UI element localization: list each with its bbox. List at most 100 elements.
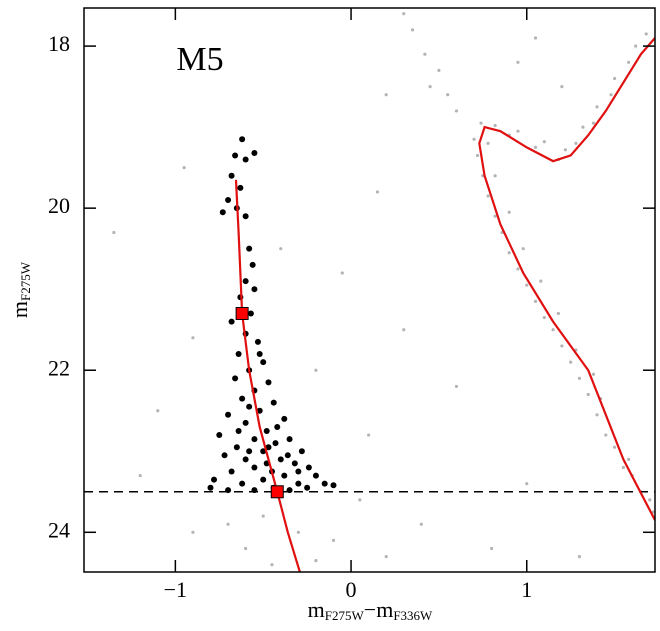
point bbox=[232, 152, 239, 159]
square-marker bbox=[235, 307, 249, 320]
point bbox=[423, 52, 427, 56]
point bbox=[612, 76, 617, 81]
point bbox=[295, 468, 302, 475]
x-tick-label: −1 bbox=[164, 577, 187, 602]
point bbox=[242, 419, 249, 426]
point bbox=[634, 44, 638, 48]
point bbox=[569, 360, 573, 364]
point bbox=[577, 555, 582, 559]
point bbox=[265, 444, 272, 451]
point bbox=[242, 278, 249, 285]
plot-frame bbox=[83, 7, 656, 573]
point bbox=[228, 468, 235, 475]
point bbox=[516, 267, 520, 271]
y-label-part: m bbox=[7, 301, 32, 318]
point bbox=[384, 93, 388, 97]
point bbox=[574, 141, 578, 145]
point bbox=[595, 413, 599, 417]
point bbox=[281, 415, 288, 422]
point bbox=[291, 460, 298, 467]
point bbox=[251, 436, 258, 443]
x-tick-label: 0 bbox=[346, 577, 357, 602]
point bbox=[551, 328, 555, 332]
point bbox=[244, 546, 248, 551]
x-label-part: −m bbox=[364, 597, 394, 622]
point bbox=[560, 85, 564, 89]
point bbox=[595, 105, 599, 109]
point bbox=[228, 318, 235, 325]
point bbox=[281, 472, 288, 479]
point bbox=[542, 315, 546, 320]
point bbox=[239, 480, 246, 487]
point bbox=[516, 129, 520, 133]
point bbox=[228, 172, 235, 179]
point bbox=[296, 530, 300, 534]
point bbox=[521, 247, 525, 251]
point bbox=[270, 399, 277, 406]
point bbox=[298, 448, 305, 455]
point bbox=[402, 328, 406, 332]
point bbox=[507, 210, 511, 214]
point bbox=[627, 60, 631, 64]
point bbox=[225, 411, 232, 418]
point bbox=[651, 510, 655, 514]
point bbox=[539, 279, 543, 283]
point bbox=[475, 153, 480, 158]
point bbox=[454, 384, 459, 389]
point bbox=[533, 36, 538, 40]
point bbox=[542, 140, 546, 144]
fit-curve bbox=[234, 179, 302, 572]
point bbox=[437, 68, 441, 72]
point bbox=[533, 145, 538, 149]
point bbox=[247, 310, 254, 317]
point bbox=[305, 464, 312, 471]
point bbox=[249, 261, 256, 268]
point bbox=[246, 245, 253, 252]
point bbox=[112, 230, 116, 235]
point bbox=[375, 190, 380, 194]
point bbox=[239, 136, 246, 143]
y-tick-label: 24 bbox=[48, 517, 70, 542]
plot-area bbox=[84, 12, 655, 572]
point bbox=[367, 433, 371, 437]
point bbox=[486, 141, 490, 145]
point bbox=[235, 428, 242, 434]
point bbox=[604, 433, 608, 437]
fit-curve bbox=[478, 37, 655, 521]
point bbox=[260, 448, 267, 455]
point bbox=[211, 476, 218, 483]
point bbox=[321, 480, 328, 487]
point bbox=[479, 121, 483, 125]
point bbox=[272, 440, 279, 447]
point bbox=[627, 457, 631, 461]
point bbox=[304, 484, 311, 491]
point bbox=[472, 137, 476, 141]
point bbox=[577, 376, 582, 380]
x-axis-label: mF275W−mF336W bbox=[308, 597, 433, 623]
point bbox=[490, 546, 494, 551]
point bbox=[314, 368, 318, 372]
point bbox=[279, 247, 283, 251]
point bbox=[270, 563, 274, 567]
point bbox=[591, 372, 596, 376]
point bbox=[560, 344, 564, 348]
y-tick-label: 22 bbox=[48, 355, 70, 380]
x-tick-label: 1 bbox=[521, 577, 532, 602]
point bbox=[516, 60, 520, 64]
y-tick-label: 20 bbox=[48, 193, 70, 218]
point bbox=[251, 464, 258, 471]
point bbox=[246, 403, 253, 410]
point bbox=[493, 123, 497, 128]
point bbox=[237, 184, 244, 191]
point bbox=[446, 93, 450, 97]
point bbox=[419, 522, 423, 526]
point bbox=[226, 522, 230, 526]
point bbox=[493, 214, 497, 218]
point bbox=[274, 423, 281, 430]
y-axis-label: mF275W bbox=[7, 261, 33, 318]
x-label-part: F336W bbox=[393, 608, 433, 623]
point bbox=[251, 150, 258, 157]
point bbox=[330, 482, 337, 489]
